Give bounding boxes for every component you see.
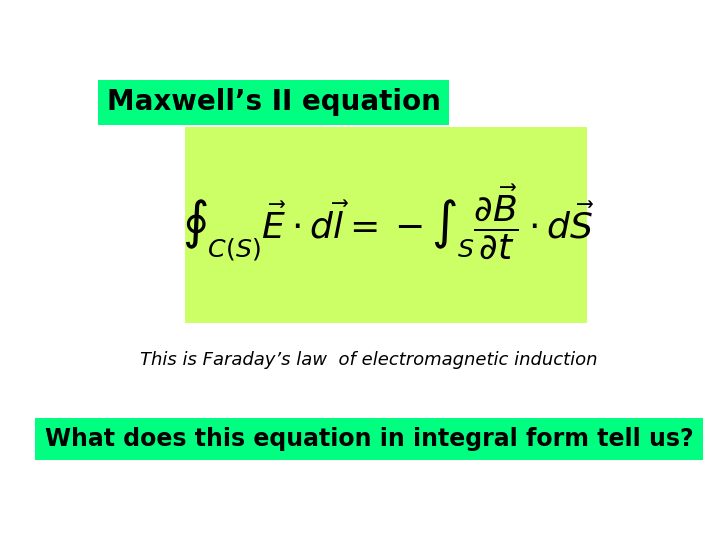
Text: What does this equation in integral form tell us?: What does this equation in integral form… [45,427,693,451]
Text: $\oint_{C(S)} \vec{E} \cdot d\vec{l} = -\int_{S} \dfrac{\partial \vec{B}}{\parti: $\oint_{C(S)} \vec{E} \cdot d\vec{l} = -… [182,183,595,263]
FancyBboxPatch shape [185,127,587,322]
Text: This is Faraday’s law  of electromagnetic induction: This is Faraday’s law of electromagnetic… [140,351,598,369]
Text: Maxwell’s II equation: Maxwell’s II equation [107,88,441,116]
